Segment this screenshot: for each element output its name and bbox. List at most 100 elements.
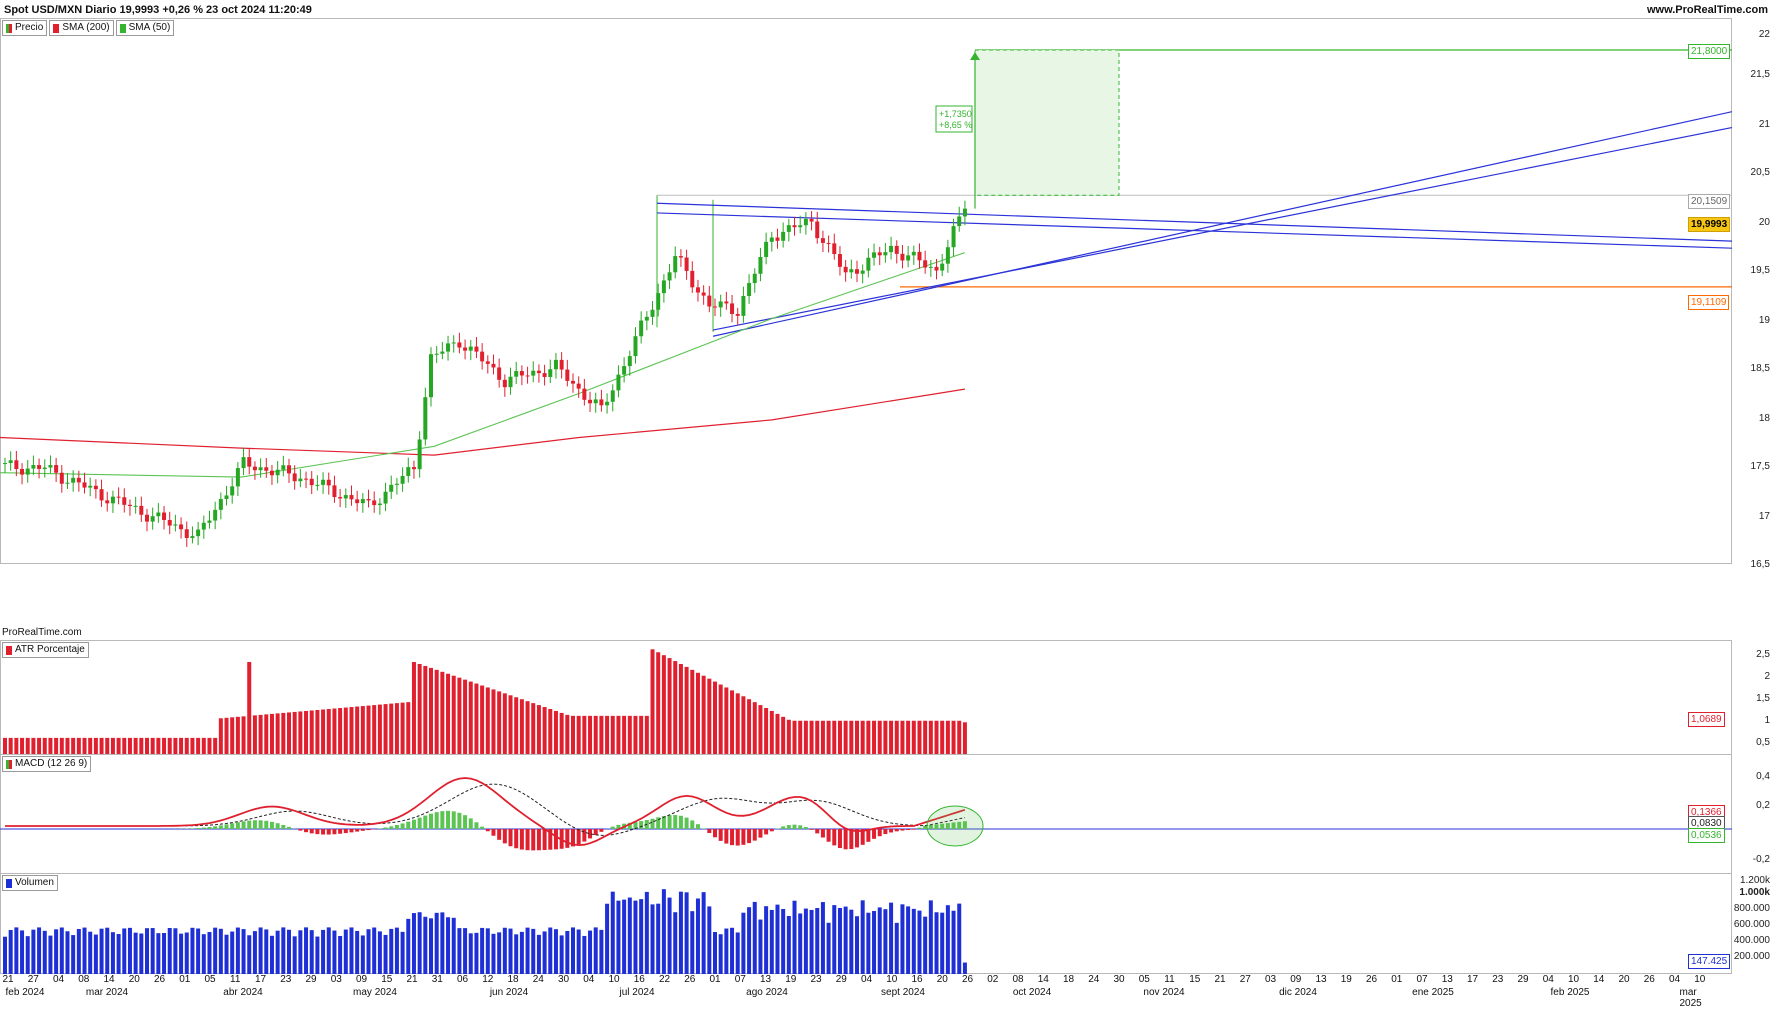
atr-bar [651, 649, 655, 755]
candle-body [662, 280, 666, 293]
x-tick-month: oct 2024 [1013, 987, 1051, 998]
candle-body [497, 367, 501, 379]
atr-bar [54, 738, 58, 755]
atr-chart[interactable] [0, 640, 1732, 755]
volume-bar [247, 935, 251, 974]
volume-bar [554, 929, 558, 974]
volume-bar [866, 913, 870, 974]
x-tick-day: 10 [1568, 974, 1579, 985]
candle-body [270, 471, 274, 476]
candle-body [605, 402, 609, 406]
atr-bar [83, 738, 87, 755]
x-tick-day: 19 [1341, 974, 1352, 985]
candle-body [906, 255, 910, 260]
volume-bar [526, 928, 530, 974]
atr-bar [912, 721, 916, 755]
candle-body [900, 254, 904, 261]
y-tick: 18 [1759, 413, 1770, 424]
atr-bar [139, 738, 143, 755]
atr-bar [526, 701, 530, 755]
macd-chart[interactable] [0, 754, 1732, 874]
x-tick-day: 05 [1139, 974, 1150, 985]
volume-bar [821, 902, 825, 974]
x-tick-month: jun 2024 [490, 987, 528, 998]
atr-bar [105, 738, 109, 755]
candle-body [230, 486, 234, 495]
volume-bar [719, 934, 723, 974]
atr-bar [65, 738, 69, 755]
atr-bar [940, 721, 944, 755]
candle-body [713, 307, 717, 308]
atr-bar [622, 716, 626, 755]
volume-bar [543, 931, 547, 974]
candle-body [367, 499, 371, 500]
atr-bar [94, 738, 98, 755]
site-link[interactable]: www.ProRealTime.com [1647, 4, 1768, 16]
candle-body [486, 361, 490, 364]
atr-bar [582, 716, 586, 755]
volume-chart[interactable] [0, 873, 1732, 974]
y-tick: -0,2 [1753, 854, 1770, 865]
atr-bar [957, 721, 961, 755]
volume-bar [565, 931, 569, 974]
volume-bar [798, 913, 802, 974]
y-tick: 20,5 [1751, 167, 1770, 178]
y-tick: 0,5 [1756, 737, 1770, 748]
candle-body [259, 467, 263, 470]
candle-body [253, 467, 257, 471]
price-chart[interactable]: +1,7350+8,65 % [0, 18, 1732, 564]
atr-bar [242, 716, 246, 755]
atr-bar [332, 709, 336, 755]
y-tick: 200.000 [1734, 951, 1770, 962]
x-tick-day: 26 [1366, 974, 1377, 985]
macd-hist-bar [389, 826, 393, 829]
volume-bar [588, 931, 592, 974]
atr-bar [946, 721, 950, 755]
candle-body [730, 303, 734, 314]
atr-bar [276, 713, 280, 755]
candle-body [88, 486, 92, 488]
candle-body [628, 356, 632, 366]
candle-body [758, 257, 762, 274]
candle-body [435, 354, 439, 355]
volume-bar [139, 934, 143, 974]
candle-body [406, 467, 410, 476]
atr-bar [304, 711, 308, 755]
volume-bar [827, 923, 831, 974]
candle-body [554, 360, 558, 369]
macd-hist-bar [736, 829, 740, 846]
candle-body [651, 310, 655, 317]
macd-hist-bar [707, 829, 711, 833]
atr-bar [565, 715, 569, 755]
atr-bar [429, 668, 433, 755]
candle-body [685, 258, 689, 271]
volume-bar [730, 928, 734, 974]
chart-title: Spot USD/MXN Diario 19,9993 +0,26 % 23 o… [4, 4, 312, 16]
volume-bar [20, 930, 24, 974]
volume-bar [935, 912, 939, 974]
x-tick-day: 10 [608, 974, 619, 985]
candle-body [196, 530, 200, 537]
candle-body [622, 366, 626, 375]
volume-bar [185, 933, 189, 974]
candle-body [100, 489, 104, 500]
candle-body [548, 369, 552, 377]
x-tick-day: 13 [1315, 974, 1326, 985]
x-tick-day: 08 [1012, 974, 1023, 985]
atr-bar [832, 721, 836, 755]
atr-bar [741, 696, 745, 755]
atr-bar [281, 713, 285, 755]
macd-hist-bar [264, 821, 268, 829]
volume-bar [298, 930, 302, 974]
x-tick-month: nov 2024 [1143, 987, 1184, 998]
candle-body [213, 510, 217, 521]
candle-body [321, 480, 325, 485]
volume-bar [810, 910, 814, 974]
candle-body [156, 513, 160, 517]
volume-bar [236, 928, 240, 974]
candle-body [957, 216, 961, 226]
volume-bar [713, 932, 717, 974]
candle-body [463, 348, 467, 351]
atr-bar [656, 652, 660, 755]
x-tick-month: feb 2024 [6, 987, 45, 998]
